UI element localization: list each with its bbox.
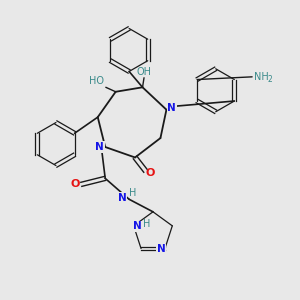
Text: OH: OH (136, 67, 152, 77)
Text: H: H (143, 219, 151, 230)
Text: N: N (95, 142, 104, 152)
Text: N: N (167, 103, 176, 113)
Text: N: N (133, 221, 142, 231)
Text: HO: HO (89, 76, 104, 86)
Text: 2: 2 (268, 75, 273, 84)
Text: O: O (70, 179, 80, 189)
Text: NH: NH (254, 72, 268, 82)
Text: N: N (118, 193, 127, 203)
Text: N: N (157, 244, 166, 254)
Text: O: O (146, 168, 155, 178)
Text: H: H (129, 188, 136, 198)
